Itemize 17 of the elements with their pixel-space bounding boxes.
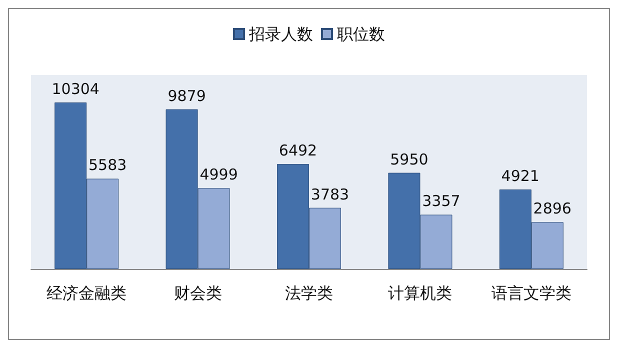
data-label: 2896	[533, 200, 572, 218]
legend-label: 职位数	[337, 24, 385, 44]
data-label: 6492	[278, 142, 318, 160]
x-tick-label: 法学类	[285, 284, 333, 302]
legend-label: 招录人数	[248, 24, 313, 44]
x-tick-label: 经济金融类	[46, 284, 127, 302]
data-label: 5950	[390, 150, 428, 168]
data-label: 10304	[52, 80, 100, 98]
x-tick-label: 语言文学类	[491, 284, 572, 302]
x-tick-label: 计算机类	[388, 284, 452, 302]
data-label: 4921	[501, 166, 540, 185]
data-label: 5583	[88, 156, 127, 174]
data-label: 3357	[422, 192, 460, 210]
data-label: 4999	[200, 166, 238, 184]
data-label: 3783	[310, 185, 350, 204]
x-tick-label: 财会类	[174, 284, 222, 302]
data-label: 9879	[168, 86, 206, 105]
